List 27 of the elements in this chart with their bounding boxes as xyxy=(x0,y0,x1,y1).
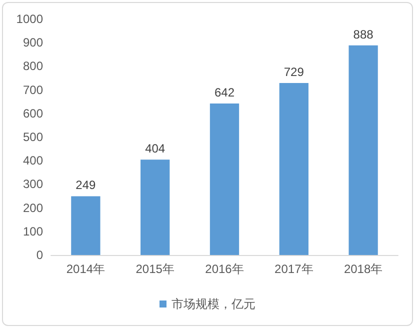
y-tick-label: 100 xyxy=(22,224,44,238)
y-tick-label: 1000 xyxy=(16,12,44,26)
bar xyxy=(210,103,240,255)
bar xyxy=(348,45,378,255)
x-tick-label: 2016年 xyxy=(205,262,244,276)
data-label: 404 xyxy=(145,142,166,156)
y-tick-label: 200 xyxy=(22,200,44,215)
y-tick-label: 600 xyxy=(22,106,44,120)
data-label: 888 xyxy=(353,27,374,42)
data-label: 729 xyxy=(284,64,304,79)
y-tick-label: 800 xyxy=(22,59,44,74)
y-tick-label: 700 xyxy=(22,82,44,97)
y-tick-label: 400 xyxy=(22,154,44,168)
y-tick-label: 0 xyxy=(36,248,44,262)
bar xyxy=(279,82,308,255)
bar xyxy=(71,196,100,255)
x-tick-label: 2018年 xyxy=(344,262,383,276)
x-tick-label: 2014年 xyxy=(66,262,106,276)
x-tick-label: 2017年 xyxy=(274,262,314,276)
data-label: 642 xyxy=(214,85,235,100)
y-tick-label: 900 xyxy=(22,36,44,50)
y-tick-label: 500 xyxy=(22,130,44,144)
bar xyxy=(140,160,170,255)
y-tick-label: 300 xyxy=(22,177,44,192)
data-label: 249 xyxy=(76,178,96,192)
x-tick-label: 2015年 xyxy=(136,262,174,276)
legend-label: 市场规模，亿元 xyxy=(172,297,256,311)
